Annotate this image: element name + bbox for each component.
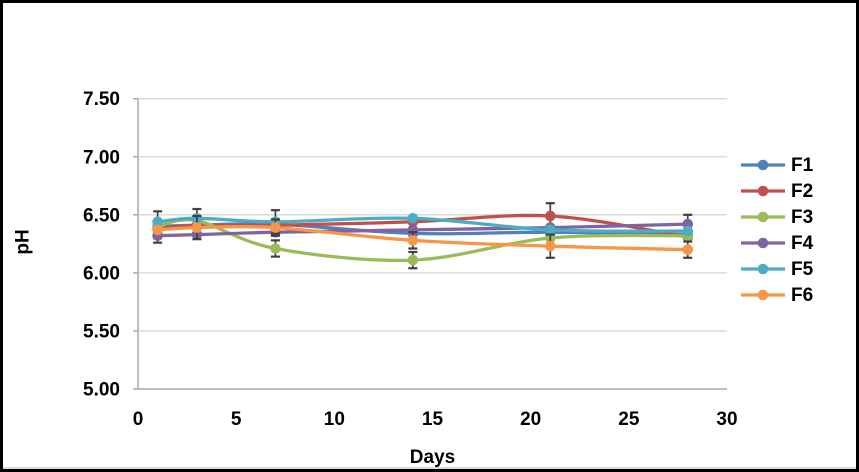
legend-label: F4 [791,232,814,254]
y-tick-label: 6.50 [83,205,120,226]
data-point-marker [407,235,419,246]
data-point-marker [545,210,556,222]
data-point-marker [545,224,556,236]
legend-item-f1: F1 [740,152,850,178]
data-point-marker [682,225,694,237]
data-point-marker [191,222,203,233]
legend-label: F6 [791,284,814,306]
legend-item-f5: F5 [740,256,850,282]
legend: F1 F2 F3 F4 F5 F6 [740,152,850,308]
data-point-marker [152,224,163,236]
legend-item-f4: F4 [740,230,850,256]
y-tick-label: 7.50 [83,89,120,110]
legend-label: F1 [791,154,814,176]
data-point-marker [545,240,556,252]
data-point-marker [152,216,163,228]
data-point-marker [407,213,419,224]
y-tick-label: 7.00 [83,147,120,168]
legend-marker-f1 [741,159,785,171]
series-F6-markers [152,222,694,255]
x-tick-label: 30 [716,409,737,430]
legend-circle [757,211,769,223]
legend-item-f3: F3 [740,204,850,230]
data-point-marker [270,222,281,233]
axes [133,97,727,390]
legend-circle [757,159,769,171]
data-point-marker [270,243,281,254]
legend-label: F2 [791,180,814,202]
gridlines [138,98,727,332]
legend-circle [757,237,769,249]
y-tick-label: 5.00 [83,380,120,401]
legend-circle [757,289,769,301]
legend-circle [757,263,769,275]
y-tick-label: 6.00 [83,263,120,284]
tick-labels: 5.00 5.50 6.00 6.50 7.00 7.50 0 5 10 15 20 25 30 [83,89,738,430]
legend-label: F5 [791,258,814,280]
figure-bottom-edge [3,467,856,469]
legend-marker-f2 [741,185,785,197]
data-point-marker [682,244,694,255]
legend-circle [757,185,769,197]
legend-item-f6: F6 [740,282,850,308]
legend-marker-f3 [741,211,785,223]
x-tick-label: 10 [324,409,345,430]
x-tick-label: 20 [520,409,541,430]
series-F6 [152,214,694,259]
x-tick-label: 0 [133,409,144,430]
data-point-marker [407,254,419,266]
x-tick-label: 5 [231,409,242,430]
series-F3-error-bars [270,239,418,270]
legend-marker-f4 [741,237,785,249]
ph-line-chart: 5.00 5.50 6.00 6.50 7.00 7.50 0 5 10 15 20 25 30 [83,89,738,430]
x-tick-label: 25 [618,409,640,430]
legend-marker-f6 [741,289,785,301]
y-tick-label: 5.50 [83,321,120,342]
x-tick-label: 15 [422,409,444,430]
legend-item-f2: F2 [740,178,850,204]
legend-marker-f5 [741,263,785,275]
legend-label: F3 [791,206,814,228]
